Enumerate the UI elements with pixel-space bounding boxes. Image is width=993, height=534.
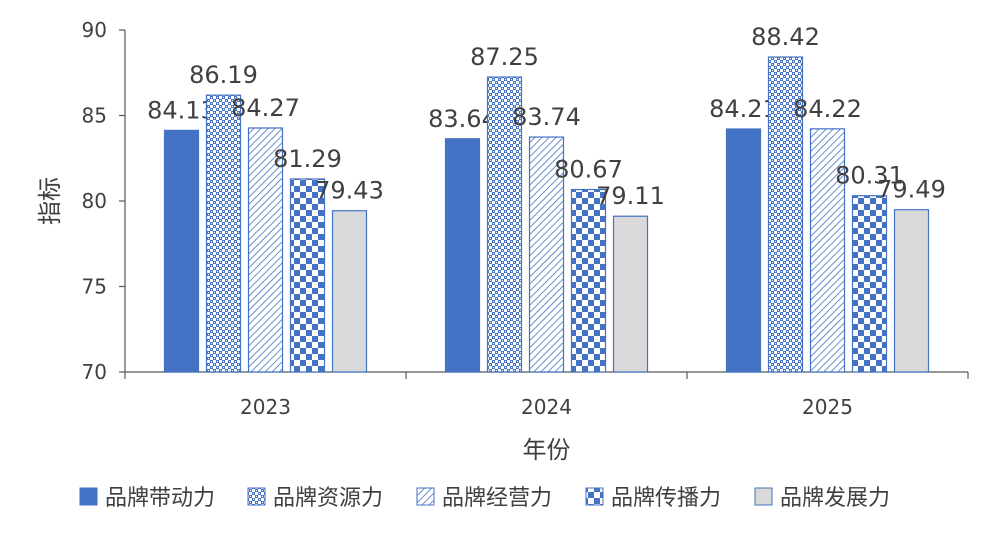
data-label: 88.42 — [751, 23, 820, 51]
legend-swatch — [754, 487, 773, 506]
legend-swatch — [416, 487, 435, 506]
y-tick-label: 85 — [82, 104, 107, 128]
data-label: 83.64 — [428, 105, 497, 133]
bar — [893, 209, 930, 373]
y-tick-label: 75 — [82, 275, 107, 299]
data-label: 83.74 — [512, 103, 581, 131]
data-label: 87.25 — [470, 43, 539, 71]
bar — [289, 178, 326, 373]
data-label: 81.29 — [273, 145, 342, 173]
data-label: 80.31 — [835, 162, 904, 190]
legend-swatch — [585, 487, 604, 506]
x-axis-title: 年份 — [523, 436, 571, 464]
legend-swatch — [79, 487, 98, 506]
data-label: 79.43 — [315, 177, 384, 205]
data-label: 84.22 — [793, 95, 862, 123]
y-tick-label: 90 — [82, 18, 107, 42]
y-axis-title: 指标 — [36, 177, 64, 225]
bar — [767, 56, 804, 373]
legend-label: 品牌资源力 — [273, 486, 383, 511]
legend-item: 品牌经营力 — [416, 486, 552, 511]
y-tick-label: 70 — [82, 360, 107, 384]
bar — [247, 127, 284, 373]
data-label: 79.49 — [877, 176, 946, 204]
bar — [851, 195, 888, 373]
data-label: 84.13 — [147, 96, 216, 124]
x-tick-label: 2025 — [802, 395, 853, 419]
legend-label: 品牌经营力 — [442, 486, 552, 511]
data-label: 86.19 — [189, 61, 258, 89]
bar — [725, 128, 762, 373]
y-tick-label: 80 — [82, 189, 107, 213]
bar — [163, 129, 200, 373]
x-tick-label: 2024 — [521, 395, 572, 419]
bar — [809, 128, 846, 373]
bar — [612, 215, 649, 373]
data-label: 84.27 — [231, 94, 300, 122]
bar — [570, 188, 607, 373]
legend-item: 品牌传播力 — [585, 486, 721, 511]
legend-label: 品牌传播力 — [611, 486, 721, 511]
data-label: 80.67 — [554, 156, 623, 184]
legend-item: 品牌资源力 — [247, 486, 383, 511]
data-label: 84.21 — [709, 95, 778, 123]
legend-item: 品牌带动力 — [79, 486, 215, 511]
bar — [486, 76, 523, 373]
legend-item: 品牌发展力 — [754, 486, 890, 511]
bar — [528, 136, 565, 373]
legend-swatch — [247, 487, 266, 506]
x-tick-label: 2023 — [240, 395, 291, 419]
legend: 品牌带动力 品牌资源力 品牌经营力 品牌传播力 品牌发展力 — [79, 486, 890, 511]
legend-label: 品牌发展力 — [780, 486, 890, 511]
data-label: 79.11 — [596, 182, 665, 210]
bar — [331, 210, 368, 373]
legend-label: 品牌带动力 — [105, 486, 215, 511]
bar — [444, 138, 481, 373]
bar — [205, 94, 242, 373]
